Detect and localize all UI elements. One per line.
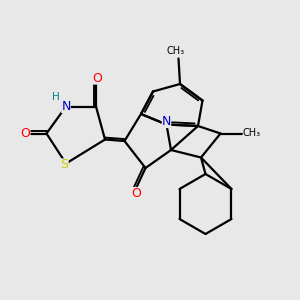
Text: CH₃: CH₃: [243, 128, 261, 139]
Text: O: O: [21, 127, 30, 140]
Text: N: N: [162, 115, 171, 128]
Text: O: O: [93, 71, 102, 85]
Text: O: O: [132, 187, 141, 200]
Text: N: N: [61, 100, 71, 113]
Text: S: S: [61, 158, 68, 172]
Text: CH₃: CH₃: [167, 46, 184, 56]
Text: H: H: [52, 92, 59, 103]
